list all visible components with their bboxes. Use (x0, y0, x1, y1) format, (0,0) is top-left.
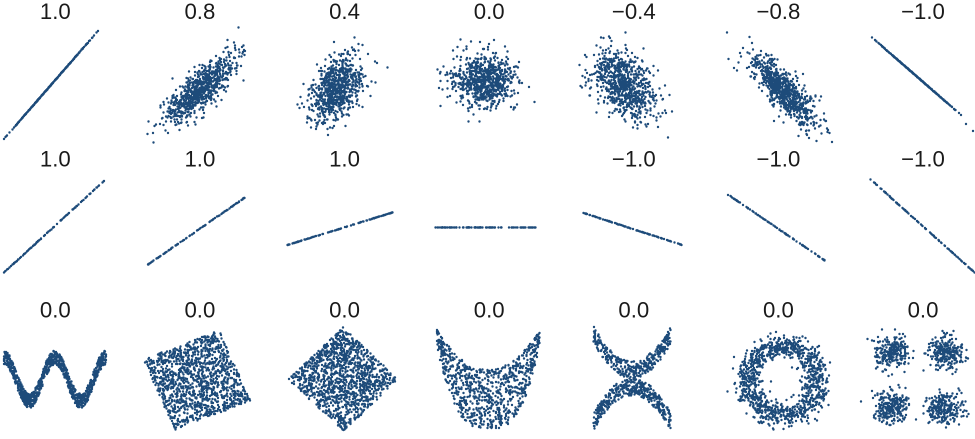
svg-text:0.0: 0.0 (618, 298, 649, 323)
svg-text:0.0: 0.0 (40, 298, 71, 323)
svg-text:−0.8: −0.8 (756, 0, 800, 24)
svg-text:0.8: 0.8 (184, 0, 215, 24)
svg-text:0.0: 0.0 (908, 298, 939, 323)
svg-text:−0.4: −0.4 (612, 0, 656, 24)
svg-text:1.0: 1.0 (329, 147, 360, 172)
svg-text:−1.0: −1.0 (612, 147, 656, 172)
svg-text:0.0: 0.0 (763, 298, 794, 323)
svg-text:1.0: 1.0 (40, 147, 71, 172)
svg-text:1.0: 1.0 (184, 147, 215, 172)
svg-text:0.0: 0.0 (474, 298, 505, 323)
svg-text:−1.0: −1.0 (756, 147, 800, 172)
svg-text:1.0: 1.0 (40, 0, 71, 24)
svg-text:−1.0: −1.0 (901, 0, 945, 24)
svg-text:0.0: 0.0 (184, 298, 215, 323)
svg-text:−1.0: −1.0 (901, 147, 945, 172)
svg-text:0.0: 0.0 (474, 0, 505, 24)
svg-text:0.4: 0.4 (329, 0, 360, 24)
svg-text:0.0: 0.0 (329, 298, 360, 323)
